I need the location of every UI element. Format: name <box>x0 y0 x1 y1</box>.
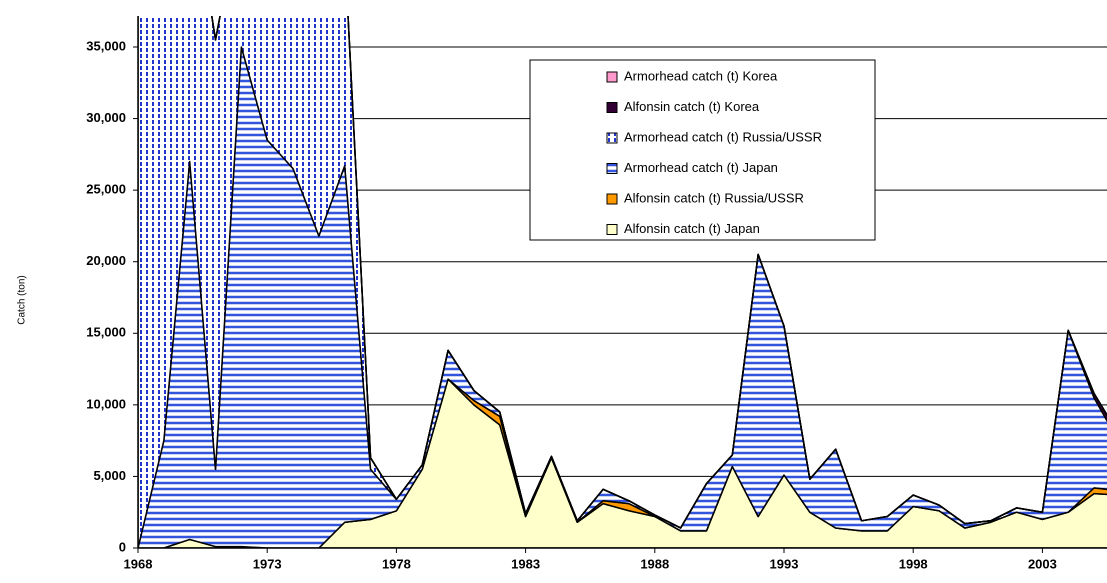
x-tick-label: 1988 <box>640 556 669 571</box>
legend: Armorhead catch (t) Korea Alfonsin catch … <box>529 59 876 241</box>
legend-swatch <box>606 132 618 144</box>
legend-swatch <box>606 163 618 174</box>
x-tick-label: 1998 <box>899 556 928 571</box>
x-tick-label: 2003 <box>1028 556 1057 571</box>
legend-label: Armorhead catch (t) Japan <box>624 160 778 175</box>
y-axis-label: Catch (ton) <box>17 275 28 324</box>
y-tick-label: 30,000 <box>86 110 126 125</box>
legend-swatch <box>606 224 618 235</box>
legend-label: Alfonsin catch (t) Japan <box>624 221 760 236</box>
y-tick-label: 35,000 <box>86 38 126 53</box>
area <box>211 16 1107 529</box>
y-tick-label: 20,000 <box>86 253 126 268</box>
legend-label: Alfonsin catch (t) Russia/USSR <box>624 190 804 205</box>
x-tick-label: 1978 <box>382 556 411 571</box>
x-tick-label: 1973 <box>253 556 282 571</box>
legend-label: Armorhead catch (t) Korea <box>624 68 778 83</box>
legend-swatch <box>606 71 618 83</box>
y-tick-label: 25,000 <box>86 182 126 197</box>
legend-label: Armorhead catch (t) Russia/USSR <box>624 129 822 144</box>
y-tick-label: 0 <box>119 539 126 554</box>
legend-swatch <box>606 102 618 113</box>
legend-swatch <box>606 193 618 205</box>
y-tick-label: 10,000 <box>86 396 126 411</box>
legend-label: Alfonsin catch (t) Korea <box>624 99 760 114</box>
y-tick-label: 5,000 <box>93 468 126 483</box>
x-tick-label: 1968 <box>124 556 153 571</box>
legend-box <box>529 59 876 241</box>
plot-area <box>138 16 1107 548</box>
y-tick-label: 15,000 <box>86 325 126 340</box>
x-tick-label: 1983 <box>511 556 540 571</box>
x-tick-label: 1993 <box>770 556 799 571</box>
